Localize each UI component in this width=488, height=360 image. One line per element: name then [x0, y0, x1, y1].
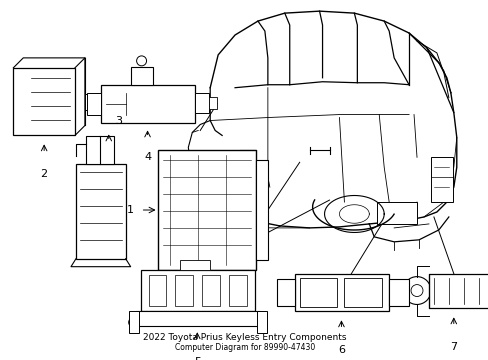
Bar [166, 270, 176, 278]
Circle shape [128, 318, 138, 327]
Text: 4: 4 [143, 152, 151, 162]
Bar [202, 275, 220, 306]
Circle shape [93, 143, 106, 157]
Bar [344, 278, 382, 307]
Circle shape [136, 56, 146, 66]
Bar [209, 96, 217, 109]
Bar [276, 279, 294, 306]
Circle shape [256, 318, 266, 327]
Text: 5: 5 [193, 357, 201, 360]
Bar [294, 274, 388, 311]
Text: 3: 3 [115, 117, 122, 126]
Bar [141, 270, 254, 311]
Text: Computer Diagram for 89990-47430: Computer Diagram for 89990-47430 [175, 343, 314, 352]
Circle shape [410, 285, 422, 297]
Bar [255, 160, 267, 260]
Bar [180, 260, 210, 270]
Bar [13, 68, 75, 135]
Circle shape [392, 287, 404, 298]
Bar [184, 270, 194, 278]
Bar [376, 202, 416, 224]
Bar [430, 157, 452, 202]
Bar [135, 311, 260, 327]
Bar [148, 275, 166, 306]
Text: 2: 2 [41, 169, 48, 179]
Bar [175, 275, 193, 306]
Circle shape [18, 96, 28, 107]
Bar [299, 278, 337, 307]
Bar [202, 270, 212, 278]
Bar [128, 311, 138, 333]
Bar [238, 270, 247, 278]
Bar [388, 279, 408, 306]
Bar [101, 85, 195, 122]
Text: 2022 Toyota Prius Keyless Entry Components: 2022 Toyota Prius Keyless Entry Componen… [143, 333, 346, 342]
Bar [87, 93, 101, 114]
Text: 7: 7 [449, 342, 456, 352]
Bar [85, 94, 95, 109]
Text: 1: 1 [127, 205, 134, 215]
Bar [130, 67, 152, 85]
Bar [158, 150, 255, 270]
Circle shape [402, 276, 430, 305]
Bar [228, 275, 246, 306]
Bar [76, 164, 125, 259]
Bar [220, 270, 230, 278]
Text: 6: 6 [337, 345, 344, 355]
Bar [428, 274, 488, 309]
Bar [86, 136, 114, 164]
Bar [256, 311, 266, 333]
Bar [195, 93, 209, 113]
